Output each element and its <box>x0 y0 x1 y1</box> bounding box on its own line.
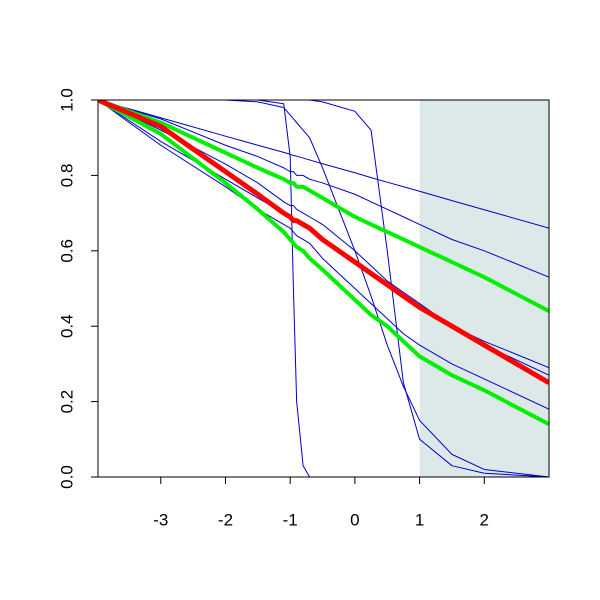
y-tick-label: 0.2 <box>57 390 76 414</box>
y-tick-label: 0.0 <box>57 465 76 489</box>
y-tick-label: 0.8 <box>57 164 76 188</box>
y-tick-label: 1.0 <box>57 88 76 112</box>
series-line <box>98 100 549 477</box>
series-line <box>98 100 549 229</box>
x-tick-label: 1 <box>415 510 424 529</box>
x-tick-label: 2 <box>480 510 489 529</box>
y-tick-label: 0.6 <box>57 239 76 263</box>
series-line <box>98 100 549 313</box>
series-line <box>98 100 549 278</box>
plot-area <box>98 100 549 477</box>
series-line <box>98 100 549 426</box>
series-line <box>98 100 549 385</box>
series-line <box>98 100 549 477</box>
shaded-region <box>419 100 549 477</box>
x-tick-label: -2 <box>218 510 233 529</box>
x-tick-label: 0 <box>350 510 359 529</box>
series-line <box>98 100 549 369</box>
x-tick-label: -1 <box>283 510 298 529</box>
x-tick-label: -3 <box>153 510 168 529</box>
y-tick-label: 0.4 <box>57 314 76 338</box>
plot-frame <box>97 99 550 478</box>
